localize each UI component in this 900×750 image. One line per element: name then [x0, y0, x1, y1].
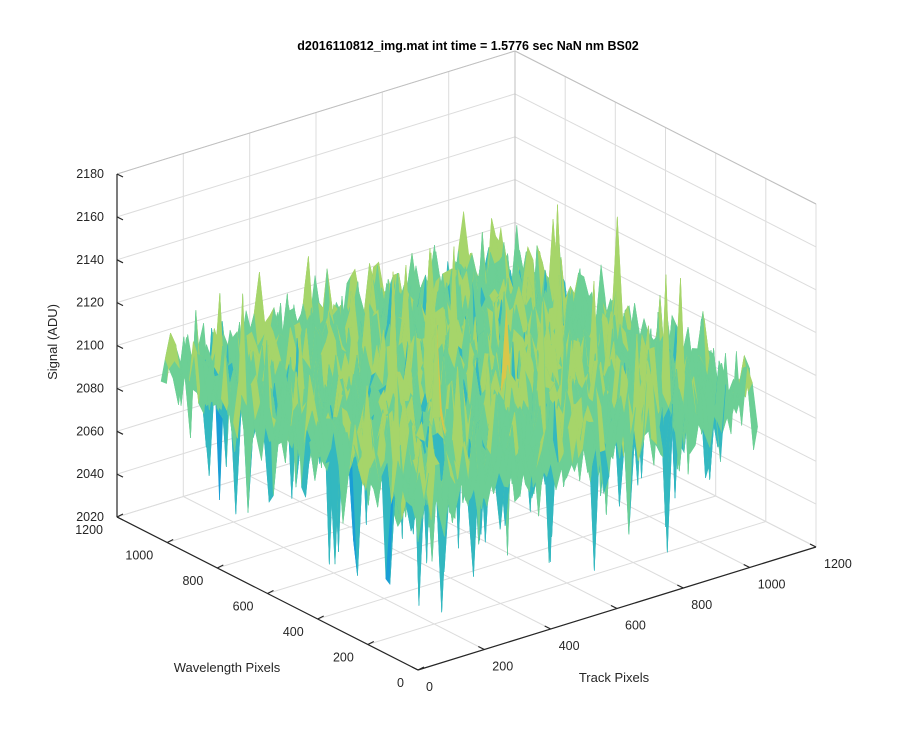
side-wall-gridline	[514, 93, 817, 248]
surface-patch	[747, 381, 758, 451]
x-tick-label: 0	[426, 680, 433, 694]
x-tick-mark	[544, 625, 551, 630]
y-ticks: 0 200 400 600 800 1000 1200	[75, 513, 425, 690]
x-tick-mark	[411, 666, 419, 671]
z-tick-label: 2100	[76, 339, 104, 353]
z-ticks: 2020 2040 2060 2080 2100 2120 2140 2160 2180	[76, 167, 124, 524]
z-tick-mark	[116, 473, 124, 478]
y-tick-label: 800	[182, 574, 203, 588]
back-wall-gridline	[116, 179, 516, 304]
y-tick-label: 400	[283, 625, 304, 639]
x-tick-mark	[610, 604, 618, 610]
z-tick-mark	[116, 516, 124, 521]
y-tick-mark	[417, 666, 425, 671]
z-tick-label: 2180	[76, 167, 104, 181]
z-tick-label: 2080	[76, 381, 104, 395]
x-tick-mark	[743, 563, 750, 569]
z-tick-mark	[116, 344, 124, 350]
y-axis-label: Wavelength Pixels	[174, 660, 281, 675]
back-wall-gridline	[116, 93, 516, 218]
z-tick-label: 2060	[76, 424, 104, 438]
x-tick-label: 600	[625, 619, 646, 633]
y-tick-mark	[367, 640, 375, 646]
x-ticks: 0 200 400 600 800 1000 1200	[411, 543, 852, 694]
y-tick-mark	[317, 615, 324, 620]
z-tick-mark	[116, 430, 124, 435]
surface	[160, 204, 758, 613]
y-tick-label: 600	[233, 600, 254, 614]
z-tick-mark	[116, 259, 124, 264]
x-tick-mark	[478, 645, 485, 651]
y-tick-label: 200	[333, 651, 354, 665]
y-tick-label: 1000	[125, 549, 153, 563]
z-tick-label: 2160	[76, 210, 104, 224]
y-tick-mark	[166, 538, 174, 544]
x-tick-label: 200	[492, 660, 513, 674]
surface-patch	[413, 472, 424, 542]
y-tick-mark	[267, 589, 274, 595]
z-tick-label: 2020	[76, 510, 104, 524]
box-edge	[116, 50, 516, 175]
z-tick-mark	[116, 173, 124, 178]
x-axis-label: Track Pixels	[579, 670, 650, 685]
x-tick-label: 400	[559, 639, 580, 653]
back-wall-gridline	[116, 136, 516, 261]
chart-title: d2016110812_img.mat int time = 1.5776 se…	[297, 39, 639, 53]
side-wall-gridline	[514, 179, 817, 334]
x-tick-label: 1000	[758, 578, 786, 592]
y-tick-label: 0	[397, 676, 404, 690]
box-edge	[514, 50, 817, 205]
y-tick-mark	[116, 513, 124, 518]
z-tick-label: 2120	[76, 296, 104, 310]
x-tick-label: 1200	[824, 557, 852, 571]
x-tick-label: 800	[691, 598, 712, 612]
z-tick-label: 2140	[76, 253, 104, 267]
z-axis-label: Signal (ADU)	[45, 304, 60, 380]
z-tick-mark	[116, 216, 124, 221]
x-tick-mark	[677, 584, 684, 589]
z-tick-mark	[116, 302, 124, 307]
y-tick-mark	[217, 564, 224, 569]
z-tick-label: 2040	[76, 467, 104, 481]
y-tick-label: 1200	[75, 523, 103, 537]
x-tick-mark	[809, 543, 817, 548]
z-tick-mark	[116, 387, 124, 392]
side-wall-gridline	[514, 136, 817, 291]
